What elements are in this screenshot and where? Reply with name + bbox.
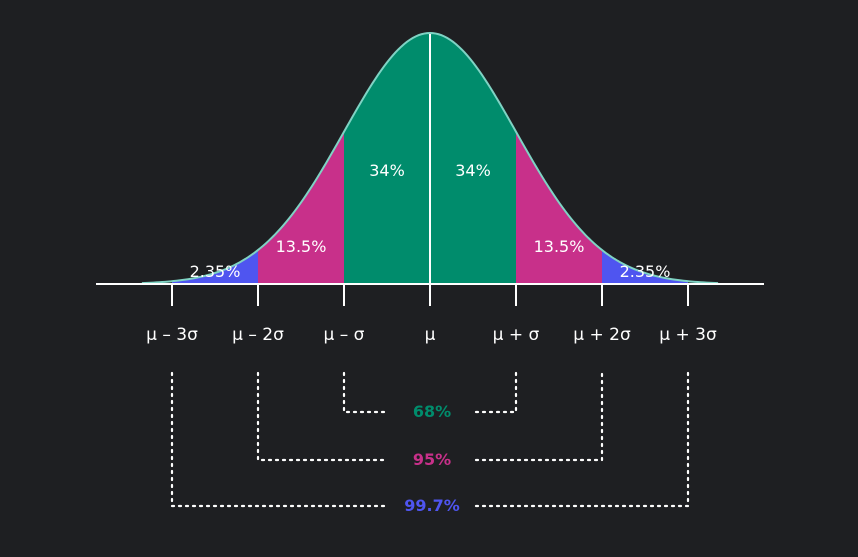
range-label-2: 99.7%: [404, 496, 460, 515]
region-label-5: 2.35%: [620, 262, 671, 281]
range-label-1: 95%: [413, 450, 451, 469]
region-fill-5: [602, 250, 688, 284]
range-bracket-right-2: [474, 371, 690, 508]
tick-label-1: μ – 2σ: [232, 325, 284, 345]
region-label-1: 13.5%: [276, 237, 327, 256]
range-bracket-right-0: [474, 371, 518, 414]
tick-label-2: μ – σ: [324, 325, 365, 345]
range-bracket-left-0: [342, 371, 390, 414]
range-bracket-left-2: [170, 371, 390, 508]
tick-label-5: μ + 2σ: [573, 325, 631, 345]
tick-label-0: μ – 3σ: [146, 325, 198, 345]
bell-curve-line: [141, 31, 719, 285]
region-label-3: 34%: [455, 161, 491, 180]
region-fill-0: [172, 250, 258, 284]
region-fill-3: [430, 33, 516, 284]
tick-label-3: μ: [425, 325, 436, 345]
tick-label-4: μ + σ: [493, 325, 540, 345]
region-label-2: 34%: [369, 161, 405, 180]
range-label-0: 68%: [413, 402, 451, 421]
region-fill-2: [344, 33, 430, 284]
tick-label-6: μ + 3σ: [659, 325, 717, 345]
range-bracket-right-1: [474, 371, 604, 462]
region-label-4: 13.5%: [534, 237, 585, 256]
region-label-0: 2.35%: [190, 262, 241, 281]
range-bracket-left-1: [256, 371, 390, 462]
